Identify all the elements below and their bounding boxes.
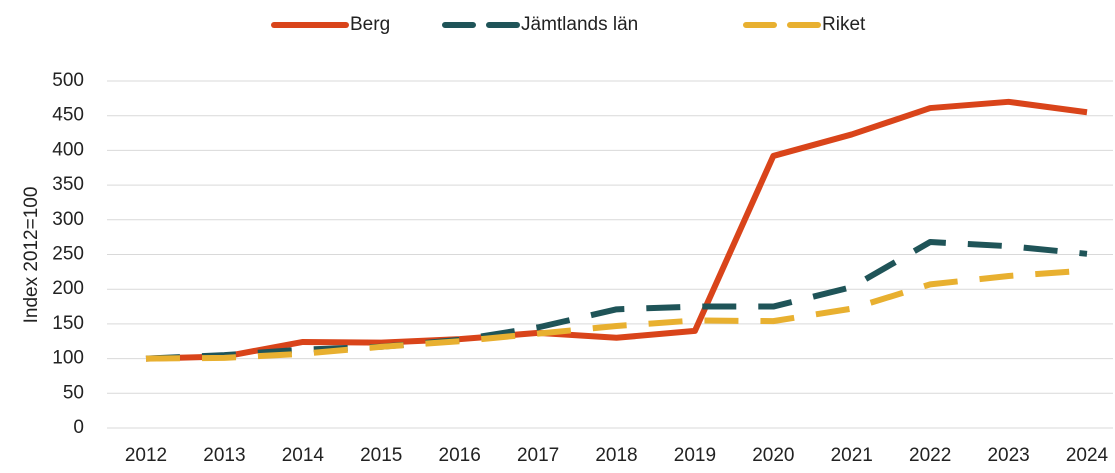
y-tick-label: 150: [52, 313, 84, 334]
y-tick-label: 50: [63, 382, 84, 403]
legend-label: Berg: [350, 14, 390, 35]
x-tick-label: 2014: [282, 445, 325, 466]
y-tick-label: 400: [52, 139, 84, 160]
x-tick-label: 2021: [831, 445, 873, 466]
y-axis-label: Index 2012=100: [21, 187, 42, 324]
y-tick-label: 0: [73, 417, 84, 438]
y-tick-label: 350: [52, 174, 84, 195]
legend-label: Riket: [822, 14, 866, 35]
y-tick-label: 100: [52, 348, 84, 369]
x-tick-label: 2013: [203, 445, 245, 466]
x-tick-label: 2023: [987, 445, 1029, 466]
y-tick-label: 500: [52, 70, 84, 91]
y-tick-label: 450: [52, 105, 84, 126]
x-tick-label: 2015: [360, 445, 402, 466]
x-tick-label: 2024: [1066, 445, 1109, 466]
x-tick-label: 2020: [752, 445, 794, 466]
x-tick-label: 2012: [125, 445, 167, 466]
line-series: [145, 239, 1088, 362]
x-tick-label: 2019: [674, 445, 716, 466]
x-tick-label: 2022: [909, 445, 951, 466]
line-series: [145, 267, 1088, 362]
line-series: [145, 98, 1088, 362]
x-tick-label: 2018: [595, 445, 637, 466]
y-tick-label: 200: [52, 278, 84, 299]
y-tick-label: 300: [52, 209, 84, 230]
x-tick-label: 2017: [517, 445, 559, 466]
y-tick-label: 250: [52, 244, 84, 265]
legend-label: Jämtlands län: [521, 14, 638, 35]
x-tick-label: 2016: [439, 445, 481, 466]
